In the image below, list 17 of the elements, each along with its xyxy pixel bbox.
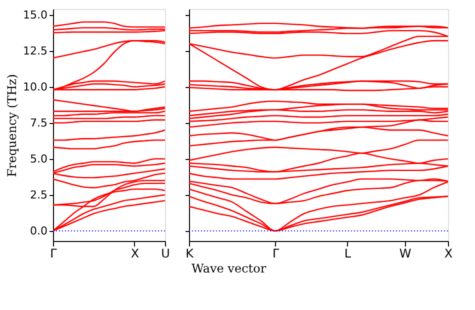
y-tick-label: 0.0 xyxy=(30,224,48,238)
x-tick-label: K xyxy=(186,246,195,260)
x-axis-title: Wave vector xyxy=(192,262,266,276)
y-tick-label: 2.5 xyxy=(30,188,48,202)
x-tick-label: Γ xyxy=(272,246,280,260)
x-tick-label: X xyxy=(130,246,140,260)
y-tick-label: 7.5 xyxy=(30,116,48,130)
x-tick-label: X xyxy=(444,246,453,260)
x-tick-label: U xyxy=(161,246,170,260)
x-tick-label: Γ xyxy=(50,246,58,260)
y-tick-label: 15.0 xyxy=(23,8,48,22)
x-tick-label: L xyxy=(344,246,352,260)
x-tick-label: W xyxy=(399,246,412,260)
y-axis-title: Frequency (THz) xyxy=(5,74,20,177)
y-tick-label: 10.0 xyxy=(23,80,48,94)
y-tick-label: 12.5 xyxy=(23,44,48,58)
y-tick-label: 5.0 xyxy=(30,152,48,166)
